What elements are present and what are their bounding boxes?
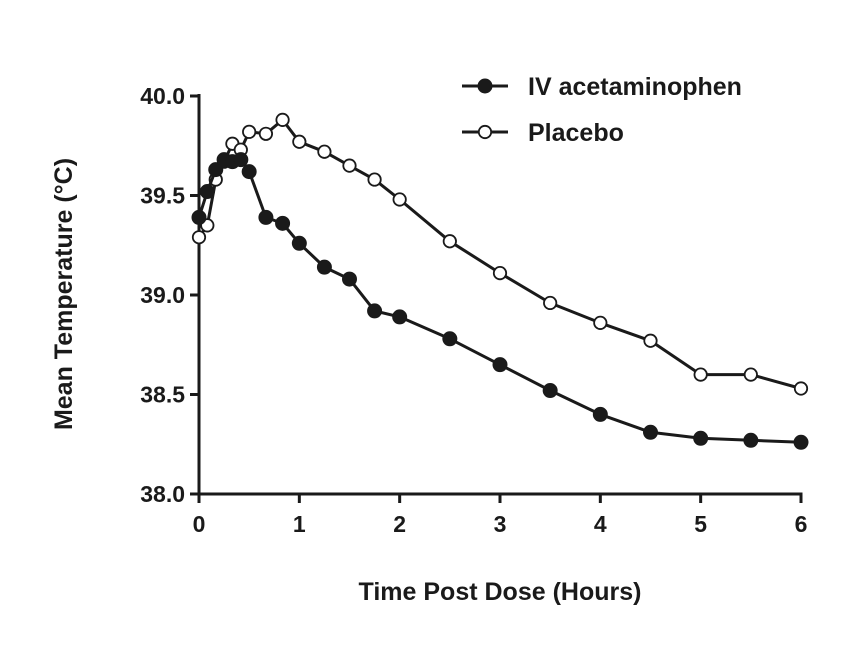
data-point-placebo (317, 144, 332, 159)
x-axis-title: Time Post Dose (Hours) (359, 578, 642, 606)
data-point-iv-acetaminophen (233, 152, 249, 168)
data-point-iv-acetaminophen (199, 184, 215, 200)
data-point-placebo (275, 112, 290, 127)
data-point-iv-acetaminophen (291, 235, 307, 251)
x-tick-label: 3 (494, 511, 507, 537)
data-point-placebo (292, 134, 307, 149)
x-tick-label: 4 (594, 511, 607, 537)
data-point-iv-acetaminophen (793, 434, 809, 450)
data-point-placebo (693, 367, 708, 382)
legend-item-iv-acetaminophen: IV acetaminophen (462, 73, 742, 101)
series-iv-acetaminophen (191, 152, 809, 450)
data-point-placebo (442, 234, 457, 249)
data-point-iv-acetaminophen (208, 162, 224, 178)
axes: 38.0 38.5 39.0 39.5 40.0 0 1 2 3 4 5 6 (140, 83, 807, 537)
data-point-placebo (258, 126, 274, 141)
data-point-placebo (793, 381, 809, 396)
data-point-iv-acetaminophen (693, 430, 709, 446)
legend-label: Placebo (528, 119, 624, 147)
data-point-iv-acetaminophen (275, 215, 291, 231)
y-tick-label: 38.5 (140, 382, 185, 408)
data-point-iv-acetaminophen (743, 432, 759, 448)
data-point-placebo (543, 295, 558, 311)
data-point-iv-acetaminophen (643, 424, 658, 440)
y-axis-title: Mean Temperature (°C) (50, 158, 78, 430)
y-tick-label: 39.5 (140, 183, 185, 209)
data-point-iv-acetaminophen (241, 164, 257, 180)
x-tick-label: 5 (694, 511, 707, 537)
data-point-iv-acetaminophen (592, 406, 608, 422)
x-tick-label: 1 (293, 511, 306, 537)
y-tick-label: 40.0 (140, 83, 185, 109)
data-point-iv-acetaminophen (316, 259, 332, 275)
series-layer (191, 112, 809, 450)
legend: IV acetaminophen Placebo (462, 73, 742, 147)
data-point-placebo (392, 192, 407, 207)
data-point-placebo (367, 172, 382, 187)
data-point-iv-acetaminophen (392, 309, 408, 325)
data-point-placebo (593, 315, 608, 330)
data-point-iv-acetaminophen (442, 331, 458, 347)
series-placebo (191, 112, 809, 396)
data-point-placebo (492, 266, 508, 281)
data-point-iv-acetaminophen (492, 357, 508, 373)
series-line-iv-acetaminophen (197, 158, 802, 444)
data-point-iv-acetaminophen (342, 271, 357, 287)
data-point-iv-acetaminophen (367, 303, 383, 319)
y-tick-label: 38.0 (140, 481, 185, 507)
y-tick-label: 39.0 (140, 282, 185, 308)
legend-marker (477, 78, 493, 94)
legend-item-placebo: Placebo (462, 119, 624, 147)
data-point-iv-acetaminophen (191, 209, 207, 225)
data-point-placebo (743, 367, 758, 382)
data-point-iv-acetaminophen (258, 209, 274, 225)
x-tick-label: 0 (193, 511, 206, 537)
x-tick-label: 6 (795, 511, 808, 537)
x-tick-label: 2 (393, 511, 406, 537)
data-point-placebo (342, 158, 357, 173)
data-point-placebo (242, 124, 257, 139)
series-line-placebo (197, 118, 802, 390)
legend-marker (477, 124, 493, 140)
data-point-iv-acetaminophen (542, 383, 558, 399)
data-point-placebo (191, 230, 207, 245)
data-point-placebo (643, 333, 658, 348)
legend-label: IV acetaminophen (528, 73, 742, 101)
